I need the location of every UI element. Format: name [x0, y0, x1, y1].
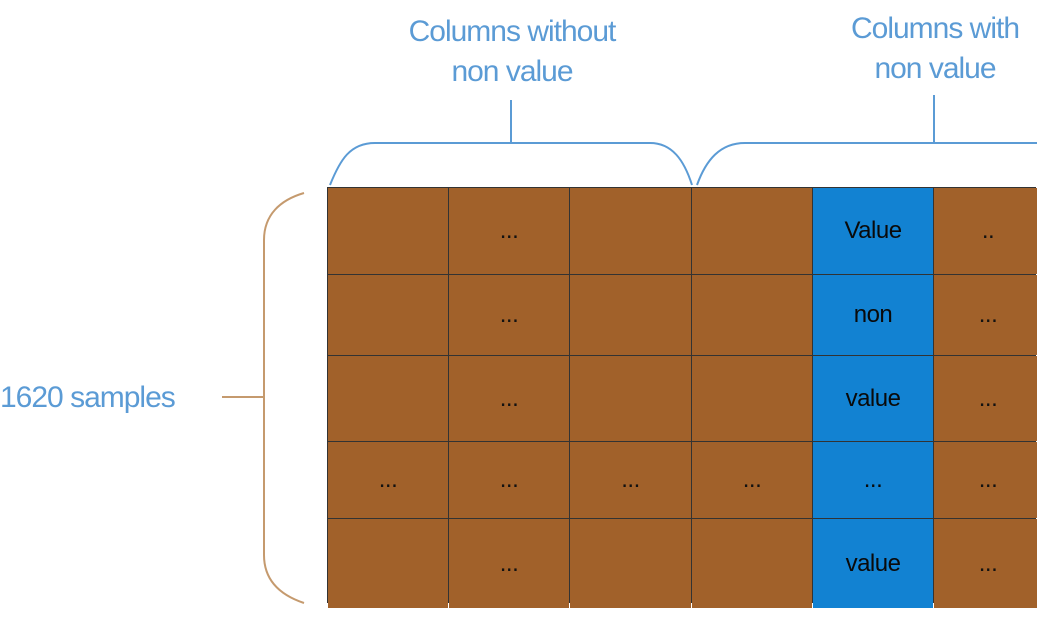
table-cell	[692, 356, 812, 441]
table-cell: ...	[570, 442, 691, 518]
table-cell: ...	[692, 442, 812, 518]
columns-without-line-2: non value	[451, 55, 573, 88]
table-cell: ...	[449, 519, 569, 608]
table-cell-highlight: value	[813, 356, 933, 441]
table-cell: ...	[449, 188, 569, 274]
table-cell	[570, 356, 691, 441]
table-cell	[328, 275, 448, 355]
table-cell	[692, 275, 812, 355]
table-cell: ...	[934, 442, 1037, 518]
table-cell	[570, 519, 691, 608]
table-cell: ...	[449, 275, 569, 355]
data-table: ... Value .. ... non ... ... value ... .…	[327, 187, 1037, 608]
table-cell	[328, 188, 448, 274]
table-cell	[692, 188, 812, 274]
columns-with-line-1: Columns with	[850, 12, 1020, 45]
table-cell-highlight: non	[813, 275, 933, 355]
columns-without-line-1: Columns without	[408, 15, 617, 48]
columns-with-line-2: non value	[874, 52, 996, 85]
table-cell: ...	[934, 519, 1037, 608]
samples-label: 1620 samples	[0, 381, 176, 414]
table-cell: ...	[934, 356, 1037, 441]
table-cell: ...	[449, 442, 569, 518]
table-cell: ...	[328, 442, 448, 518]
bracket-columns-without	[329, 100, 693, 186]
table-cell-highlight: ...	[813, 442, 933, 518]
table-cell	[692, 519, 812, 608]
table-cell	[570, 275, 691, 355]
table-cell-highlight: value	[813, 519, 933, 608]
bracket-samples	[222, 192, 305, 604]
table-cell	[328, 356, 448, 441]
table-cell: ...	[934, 275, 1037, 355]
table-cell: ..	[934, 188, 1037, 274]
table-cell-highlight: Value	[813, 188, 933, 274]
columns-with-label: Columns with non value	[825, 9, 1037, 89]
table-cell	[570, 188, 691, 274]
bracket-columns-with	[696, 95, 1037, 186]
columns-without-label: Columns without non value	[381, 12, 643, 92]
table-cell	[328, 519, 448, 608]
table-cell: ...	[449, 356, 569, 441]
